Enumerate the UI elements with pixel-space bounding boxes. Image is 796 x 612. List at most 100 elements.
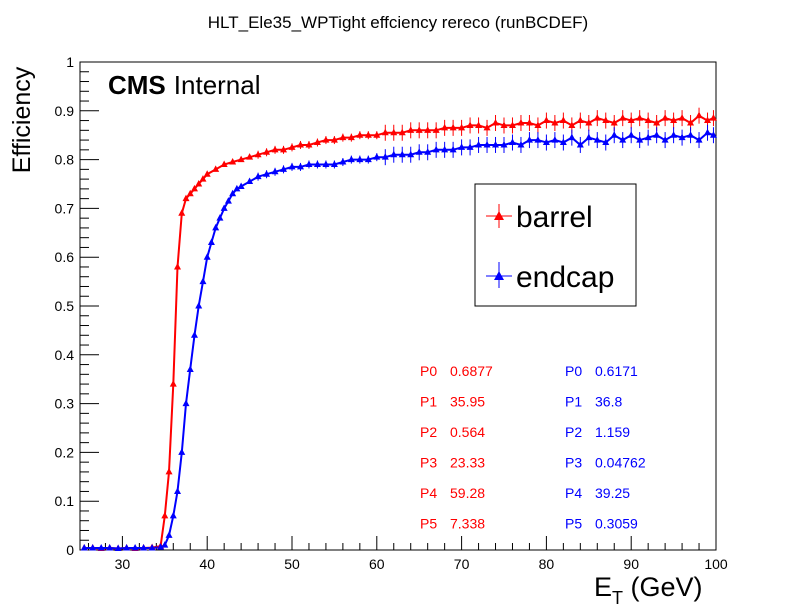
endcap-data-point (636, 132, 644, 149)
endcap-data-point (89, 544, 97, 551)
y-tick-label: 0.8 (55, 152, 75, 168)
endcap-data-point (199, 277, 207, 285)
endcap-data-point (140, 544, 148, 551)
endcap-data-point (458, 139, 466, 156)
y-tick-label: 0.9 (55, 103, 75, 119)
y-tick-label: 1 (66, 54, 74, 70)
endcap-data-point (525, 132, 533, 149)
endcap-data-point (432, 141, 440, 158)
endcap-data-point (559, 134, 567, 151)
endcap-param-value: 0.3059 (595, 516, 638, 532)
barrel-param-name: P2 (420, 424, 437, 440)
y-tick-label: 0.6 (55, 249, 75, 265)
barrel-data-point (441, 119, 449, 136)
x-axis-label-subscript: T (612, 588, 623, 608)
endcap-data-point (220, 204, 228, 211)
barrel-data-point (593, 110, 601, 127)
barrel-data-point (576, 112, 584, 129)
endcap-data-point (246, 177, 254, 185)
endcap-data-point (212, 223, 220, 231)
endcap-data-point (157, 543, 165, 550)
endcap-data-point (661, 132, 669, 149)
barrel-data-point (322, 136, 330, 145)
endcap-data-point (106, 544, 114, 551)
endcap-data-point (585, 129, 593, 146)
barrel-data-point (381, 124, 389, 141)
endcap-data-point (322, 160, 330, 169)
barrel-data-point (585, 115, 593, 131)
endcap-param-value: 36.8 (595, 394, 622, 410)
barrel-data-point (203, 170, 211, 177)
barrel-data-point (305, 140, 313, 149)
y-tick-label: 0.7 (55, 200, 75, 216)
endcap-data-point (602, 134, 610, 151)
endcap-data-point (233, 184, 241, 192)
barrel-data-point (466, 117, 474, 134)
x-tick-label: 80 (539, 556, 555, 572)
barrel-data-point (195, 180, 203, 187)
legend-endcap-marker (494, 271, 504, 280)
barrel-data-point (449, 119, 457, 136)
endcap-data-point (123, 544, 131, 551)
endcap-data-point (373, 153, 381, 162)
endcap-data-point (182, 399, 190, 407)
endcap-data-point (449, 141, 457, 158)
y-tick-label: 0.4 (55, 347, 75, 363)
barrel-data-point (313, 138, 321, 147)
endcap-data-point (356, 155, 364, 164)
barrel-data-point (161, 511, 169, 519)
endcap-data-point (492, 136, 500, 153)
endcap-param-value: 39.25 (595, 485, 630, 501)
barrel-data-point (186, 189, 194, 197)
barrel-param-value: 7.338 (450, 516, 485, 532)
barrel-data-point (271, 145, 279, 154)
endcap-param-name: P4 (565, 485, 582, 501)
legend-entry-endcap: endcap (486, 261, 614, 294)
x-tick-label: 90 (623, 556, 639, 572)
endcap-data-point (169, 511, 177, 519)
y-tick-label: 0.3 (55, 396, 75, 412)
endcap-data-point (207, 238, 215, 246)
fit-parameters: P0 0.6877 P1 35.95 P2 0.564 P3 23.33 P4 59.28 P5 7.… (420, 363, 646, 532)
barrel-data-point (695, 107, 703, 124)
endcap-data-point (398, 146, 406, 163)
data-points (80, 107, 717, 552)
endcap-data-point (296, 162, 304, 171)
endcap-data-point (390, 146, 398, 163)
barrel-data-point (190, 184, 198, 192)
endcap-param-name: P0 (565, 363, 582, 379)
barrel-data-point (602, 112, 610, 129)
endcap-data-point (695, 132, 703, 149)
y-tick-label: 0.1 (55, 493, 75, 509)
endcap-data-point (229, 189, 237, 197)
endcap-data-point (508, 134, 516, 151)
barrel-data-point (458, 119, 466, 136)
legend-barrel-label: barrel (516, 201, 593, 234)
barrel-data-point (636, 110, 644, 127)
barrel-data-point (246, 153, 254, 160)
barrel-data-point (500, 117, 508, 134)
barrel-data-point (165, 467, 173, 475)
barrel-data-point (517, 115, 525, 131)
endcap-data-point (263, 170, 271, 179)
barrel-data-point (254, 150, 262, 159)
barrel-data-point (542, 112, 550, 129)
legend: barrel endcap (474, 183, 637, 307)
endcap-data-point (415, 144, 423, 161)
endcap-data-point (627, 127, 635, 144)
barrel-param-value: 0.6877 (450, 363, 493, 379)
endcap-data-point (148, 544, 156, 551)
endcap-data-point (678, 129, 686, 146)
barrel-data-point (551, 115, 559, 131)
endcap-data-point (131, 544, 139, 551)
endcap-data-point (670, 127, 678, 144)
legend-barrel-marker (494, 211, 504, 220)
y-tick-label: 0 (66, 542, 74, 558)
endcap-data-point (500, 136, 508, 153)
y-tick-label: 0.2 (55, 444, 75, 460)
endcap-data-point (653, 127, 661, 144)
barrel-data-point (288, 143, 296, 152)
endcap-param-value: 0.04762 (595, 455, 646, 471)
barrel-param-name: P0 (420, 363, 437, 379)
